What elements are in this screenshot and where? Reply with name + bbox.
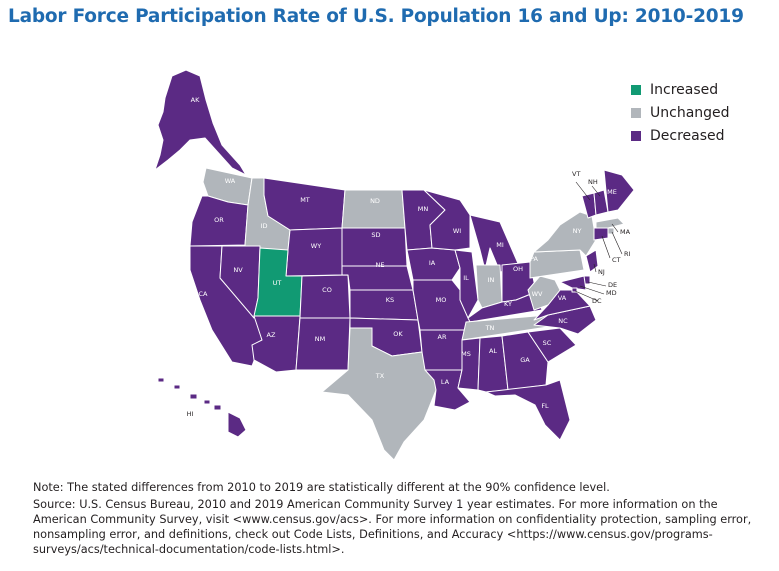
state-label-nv: NV: [233, 266, 243, 274]
state-ma: [595, 217, 625, 229]
state-label-ct: CT: [612, 256, 621, 264]
state-label-ky: KY: [504, 300, 512, 308]
notes-block: Note: The stated differences from 2010 t…: [33, 480, 768, 559]
state-label-md: MD: [606, 289, 617, 297]
source-text: Source: U.S. Census Bureau, 2010 and 201…: [33, 498, 752, 556]
state-label-ia: IA: [429, 259, 436, 267]
state-label-ak: AK: [191, 96, 200, 104]
leader-line-de: [587, 281, 607, 287]
state-label-ms: MS: [461, 350, 471, 358]
leader-line-ct: [601, 235, 611, 259]
state-pa: [529, 249, 585, 279]
leader-line-nj: [593, 263, 597, 273]
state-label-mi: MI: [496, 241, 504, 249]
state-nm: [295, 317, 351, 371]
state-label-tx: TX: [375, 372, 385, 380]
state-fl: [485, 379, 571, 441]
state-label-dc: DC: [592, 297, 602, 305]
leader-line-dc: [574, 290, 599, 302]
state-ct: [593, 227, 609, 241]
legend-item-decreased: Decreased: [631, 124, 730, 147]
state-label-wa: WA: [225, 177, 236, 185]
state-label-ne: NE: [376, 261, 385, 269]
state-label-nc: NC: [558, 317, 568, 325]
leader-line-md: [579, 285, 605, 295]
state-ri: [607, 227, 615, 235]
state-label-va: VA: [558, 294, 567, 302]
state-label-fl: FL: [541, 402, 549, 410]
state-label-me: ME: [607, 188, 617, 196]
state-label-in: IN: [488, 276, 495, 284]
state-label-mo: MO: [436, 296, 447, 304]
legend-swatch-increased: [631, 84, 641, 95]
state-label-ri: RI: [624, 250, 631, 258]
state-label-nm: NM: [315, 335, 325, 343]
state-label-or: OR: [214, 216, 224, 224]
state-label-la: LA: [441, 378, 450, 386]
state-ms: [457, 337, 481, 391]
legend-item-increased: Increased: [631, 78, 730, 101]
state-tx: [321, 327, 437, 461]
state-ga: [501, 331, 549, 391]
state-ny: [533, 211, 597, 257]
state-ky: [467, 291, 543, 323]
state-label-nh: NH: [588, 178, 598, 186]
state-label-ut: UT: [273, 279, 282, 287]
legend-label-decreased: Decreased: [650, 127, 725, 144]
state-label-tn: TN: [485, 324, 495, 332]
state-label-ok: OK: [393, 330, 403, 338]
state-ks: [349, 289, 419, 321]
state-label-co: CO: [322, 286, 332, 294]
state-label-hi: HI: [187, 410, 194, 418]
state-md: [559, 275, 587, 291]
state-co: [299, 274, 351, 319]
legend-swatch-unchanged: [631, 107, 641, 118]
legend-label-unchanged: Unchanged: [650, 104, 730, 121]
state-sc: [527, 327, 577, 363]
state-label-ar: AR: [438, 333, 447, 341]
map-title: Labor Force Participation Rate of U.S. P…: [8, 6, 744, 27]
note-text: Note: The stated differences from 2010 t…: [33, 481, 610, 494]
state-label-al: AL: [489, 347, 497, 355]
state-label-id: ID: [261, 222, 268, 230]
state-label-wv: WV: [532, 290, 543, 298]
legend-item-unchanged: Unchanged: [631, 101, 730, 124]
state-ne: [341, 265, 414, 291]
state-label-mt: MT: [300, 196, 310, 204]
state-label-sd: SD: [371, 231, 380, 239]
state-label-il: IL: [463, 274, 469, 282]
state-in: [475, 264, 503, 309]
state-label-nj: NJ: [598, 268, 605, 276]
state-label-oh: OH: [513, 265, 523, 273]
state-nj: [585, 249, 599, 273]
state-label-wi: WI: [453, 227, 461, 235]
state-label-ma: MA: [620, 228, 631, 236]
state-me: [603, 169, 635, 213]
legend-label-increased: Increased: [650, 81, 719, 98]
leader-line-vt: [575, 181, 591, 201]
state-label-az: AZ: [267, 331, 276, 339]
state-label-wy: WY: [311, 242, 321, 250]
legend: Increased Unchanged Decreased: [631, 78, 730, 147]
state-label-mn: MN: [418, 205, 429, 213]
state-label-sc: SC: [543, 339, 552, 347]
state-label-pa: PA: [530, 255, 539, 263]
state-ak: [154, 69, 247, 176]
state-label-nd: ND: [370, 197, 380, 205]
state-label-de: DE: [608, 281, 617, 289]
leader-line-nh: [591, 185, 601, 197]
leader-line-ri: [611, 231, 623, 255]
state-label-ny: NY: [573, 227, 582, 235]
state-hi: [157, 377, 247, 438]
state-label-vt: VT: [572, 170, 580, 178]
state-nd: [341, 189, 406, 229]
state-label-ga: GA: [520, 356, 530, 364]
leader-line-ma: [611, 223, 619, 233]
state-label-ca: CA: [199, 290, 209, 298]
legend-swatch-decreased: [631, 130, 641, 141]
state-wy: [285, 227, 343, 277]
state-label-ks: KS: [386, 296, 394, 304]
state-az: [251, 315, 301, 373]
